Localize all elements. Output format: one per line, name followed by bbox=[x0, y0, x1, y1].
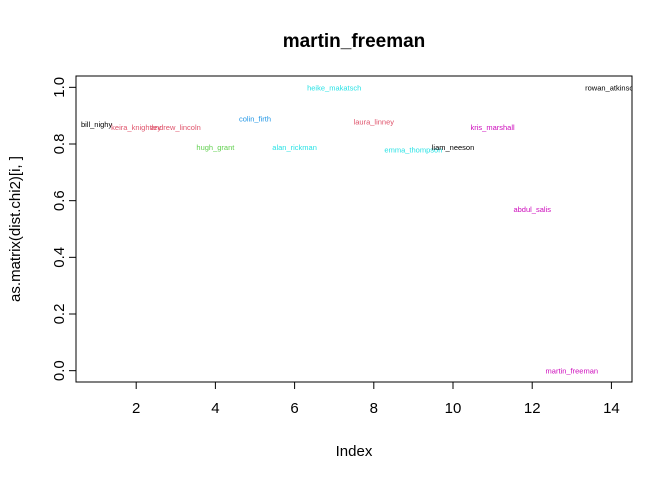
point-label: abdul_salis bbox=[513, 205, 551, 214]
y-tick-label: 0.8 bbox=[51, 134, 68, 155]
x-tick-label: 10 bbox=[445, 400, 462, 417]
x-tick-label: 12 bbox=[524, 400, 541, 417]
y-axis: 0.0 0.2 0.4 0.6 0.8 1.0 bbox=[51, 77, 77, 381]
x-tick-label: 14 bbox=[603, 400, 620, 417]
point-label: kris_marshall bbox=[471, 123, 516, 132]
chart-title: martin_freeman bbox=[283, 31, 426, 52]
x-tick-label: 6 bbox=[290, 400, 298, 417]
point-label: martin_freeman bbox=[546, 367, 599, 376]
point-label: bill_nighy bbox=[81, 120, 113, 129]
point-label: colin_firth bbox=[239, 115, 271, 124]
x-tick-label: 8 bbox=[370, 400, 378, 417]
point-label: emma_thompson bbox=[384, 146, 442, 155]
point-label: andrew_lincoln bbox=[151, 123, 201, 132]
y-tick-label: 0.0 bbox=[51, 360, 68, 381]
x-tick-label: 2 bbox=[132, 400, 140, 417]
point-label: hugh_grant bbox=[196, 143, 235, 152]
y-tick-label: 1.0 bbox=[51, 77, 68, 98]
y-tick-label: 0.4 bbox=[51, 247, 68, 268]
point-label: liam_neeson bbox=[432, 143, 475, 152]
x-tick-label: 4 bbox=[211, 400, 219, 417]
point-label: alan_rickman bbox=[272, 143, 317, 152]
x-axis-title: Index bbox=[336, 443, 373, 460]
point-labels: bill_nighykeira_knightleyandrew_lincolnh… bbox=[81, 83, 638, 376]
y-tick-label: 0.6 bbox=[51, 190, 68, 211]
point-label: keira_knightley bbox=[111, 123, 161, 132]
x-axis: 2 4 6 8 10 12 14 bbox=[132, 381, 620, 417]
point-label: heike_makatsch bbox=[307, 83, 361, 92]
y-tick-label: 0.2 bbox=[51, 304, 68, 325]
y-axis-title: as.matrix(dist.chi2)[i, ] bbox=[7, 156, 24, 302]
point-label: rowan_atkinson bbox=[585, 83, 638, 92]
point-label: laura_linney bbox=[354, 117, 395, 126]
